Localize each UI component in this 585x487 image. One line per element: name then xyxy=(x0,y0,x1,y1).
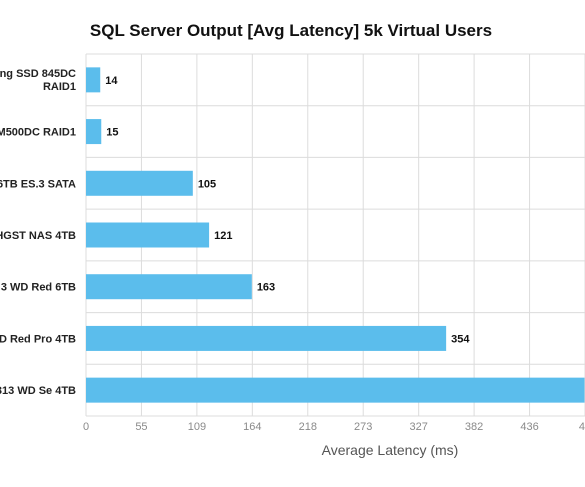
category-label: D Red Pro 4TB xyxy=(0,333,76,345)
x-tick-label: 0 xyxy=(83,421,89,433)
bars xyxy=(86,67,585,403)
bar-value-label: 14 xyxy=(105,75,118,87)
bar xyxy=(86,67,101,93)
bar xyxy=(86,274,252,300)
x-axis-label: Average Latency (ms) xyxy=(322,442,459,458)
bar xyxy=(86,222,210,248)
bar-value-label: 354 xyxy=(451,333,470,345)
bar xyxy=(86,377,585,403)
category-label: 6TB ES.3 SATA xyxy=(0,178,76,190)
bar-value-label: 105 xyxy=(198,178,216,190)
x-tick-label: 436 xyxy=(520,421,538,433)
x-tick-label: 218 xyxy=(299,421,317,433)
category-label: 313 WD Se 4TB xyxy=(0,385,76,397)
category-label: M500DC RAID1 xyxy=(0,127,76,139)
x-tick-label: 382 xyxy=(465,421,483,433)
x-tick-label: 109 xyxy=(188,421,206,433)
x-tick-label: 164 xyxy=(243,421,261,433)
category-label: HGST NAS 4TB xyxy=(0,230,76,242)
category-labels: ng SSD 845DC RAID1 M500DC RAID1 6TB ES.3 SA… xyxy=(0,68,76,397)
value-labels: 14 15 105 121 163 354 xyxy=(105,75,470,346)
x-tick-labels: 0 55 109 164 218 273 327 382 436 49 xyxy=(83,421,585,433)
x-tick-label: 55 xyxy=(135,421,147,433)
bar xyxy=(86,325,447,351)
x-tick-label: 273 xyxy=(354,421,372,433)
gridlines xyxy=(85,53,585,417)
chart-title: SQL Server Output [Avg Latency] 5k Virtu… xyxy=(90,21,492,40)
bar-value-label: 15 xyxy=(106,127,118,139)
bar xyxy=(86,119,102,145)
x-tick-label: 49 xyxy=(579,421,585,433)
x-tick-label: 327 xyxy=(409,421,427,433)
bar-value-label: 121 xyxy=(214,230,232,242)
category-label: 3 WD Red 6TB xyxy=(1,282,76,294)
category-label: ng SSD 845DC RAID1 xyxy=(0,68,76,93)
bar xyxy=(86,170,193,196)
bar-value-label: 163 xyxy=(257,282,275,294)
